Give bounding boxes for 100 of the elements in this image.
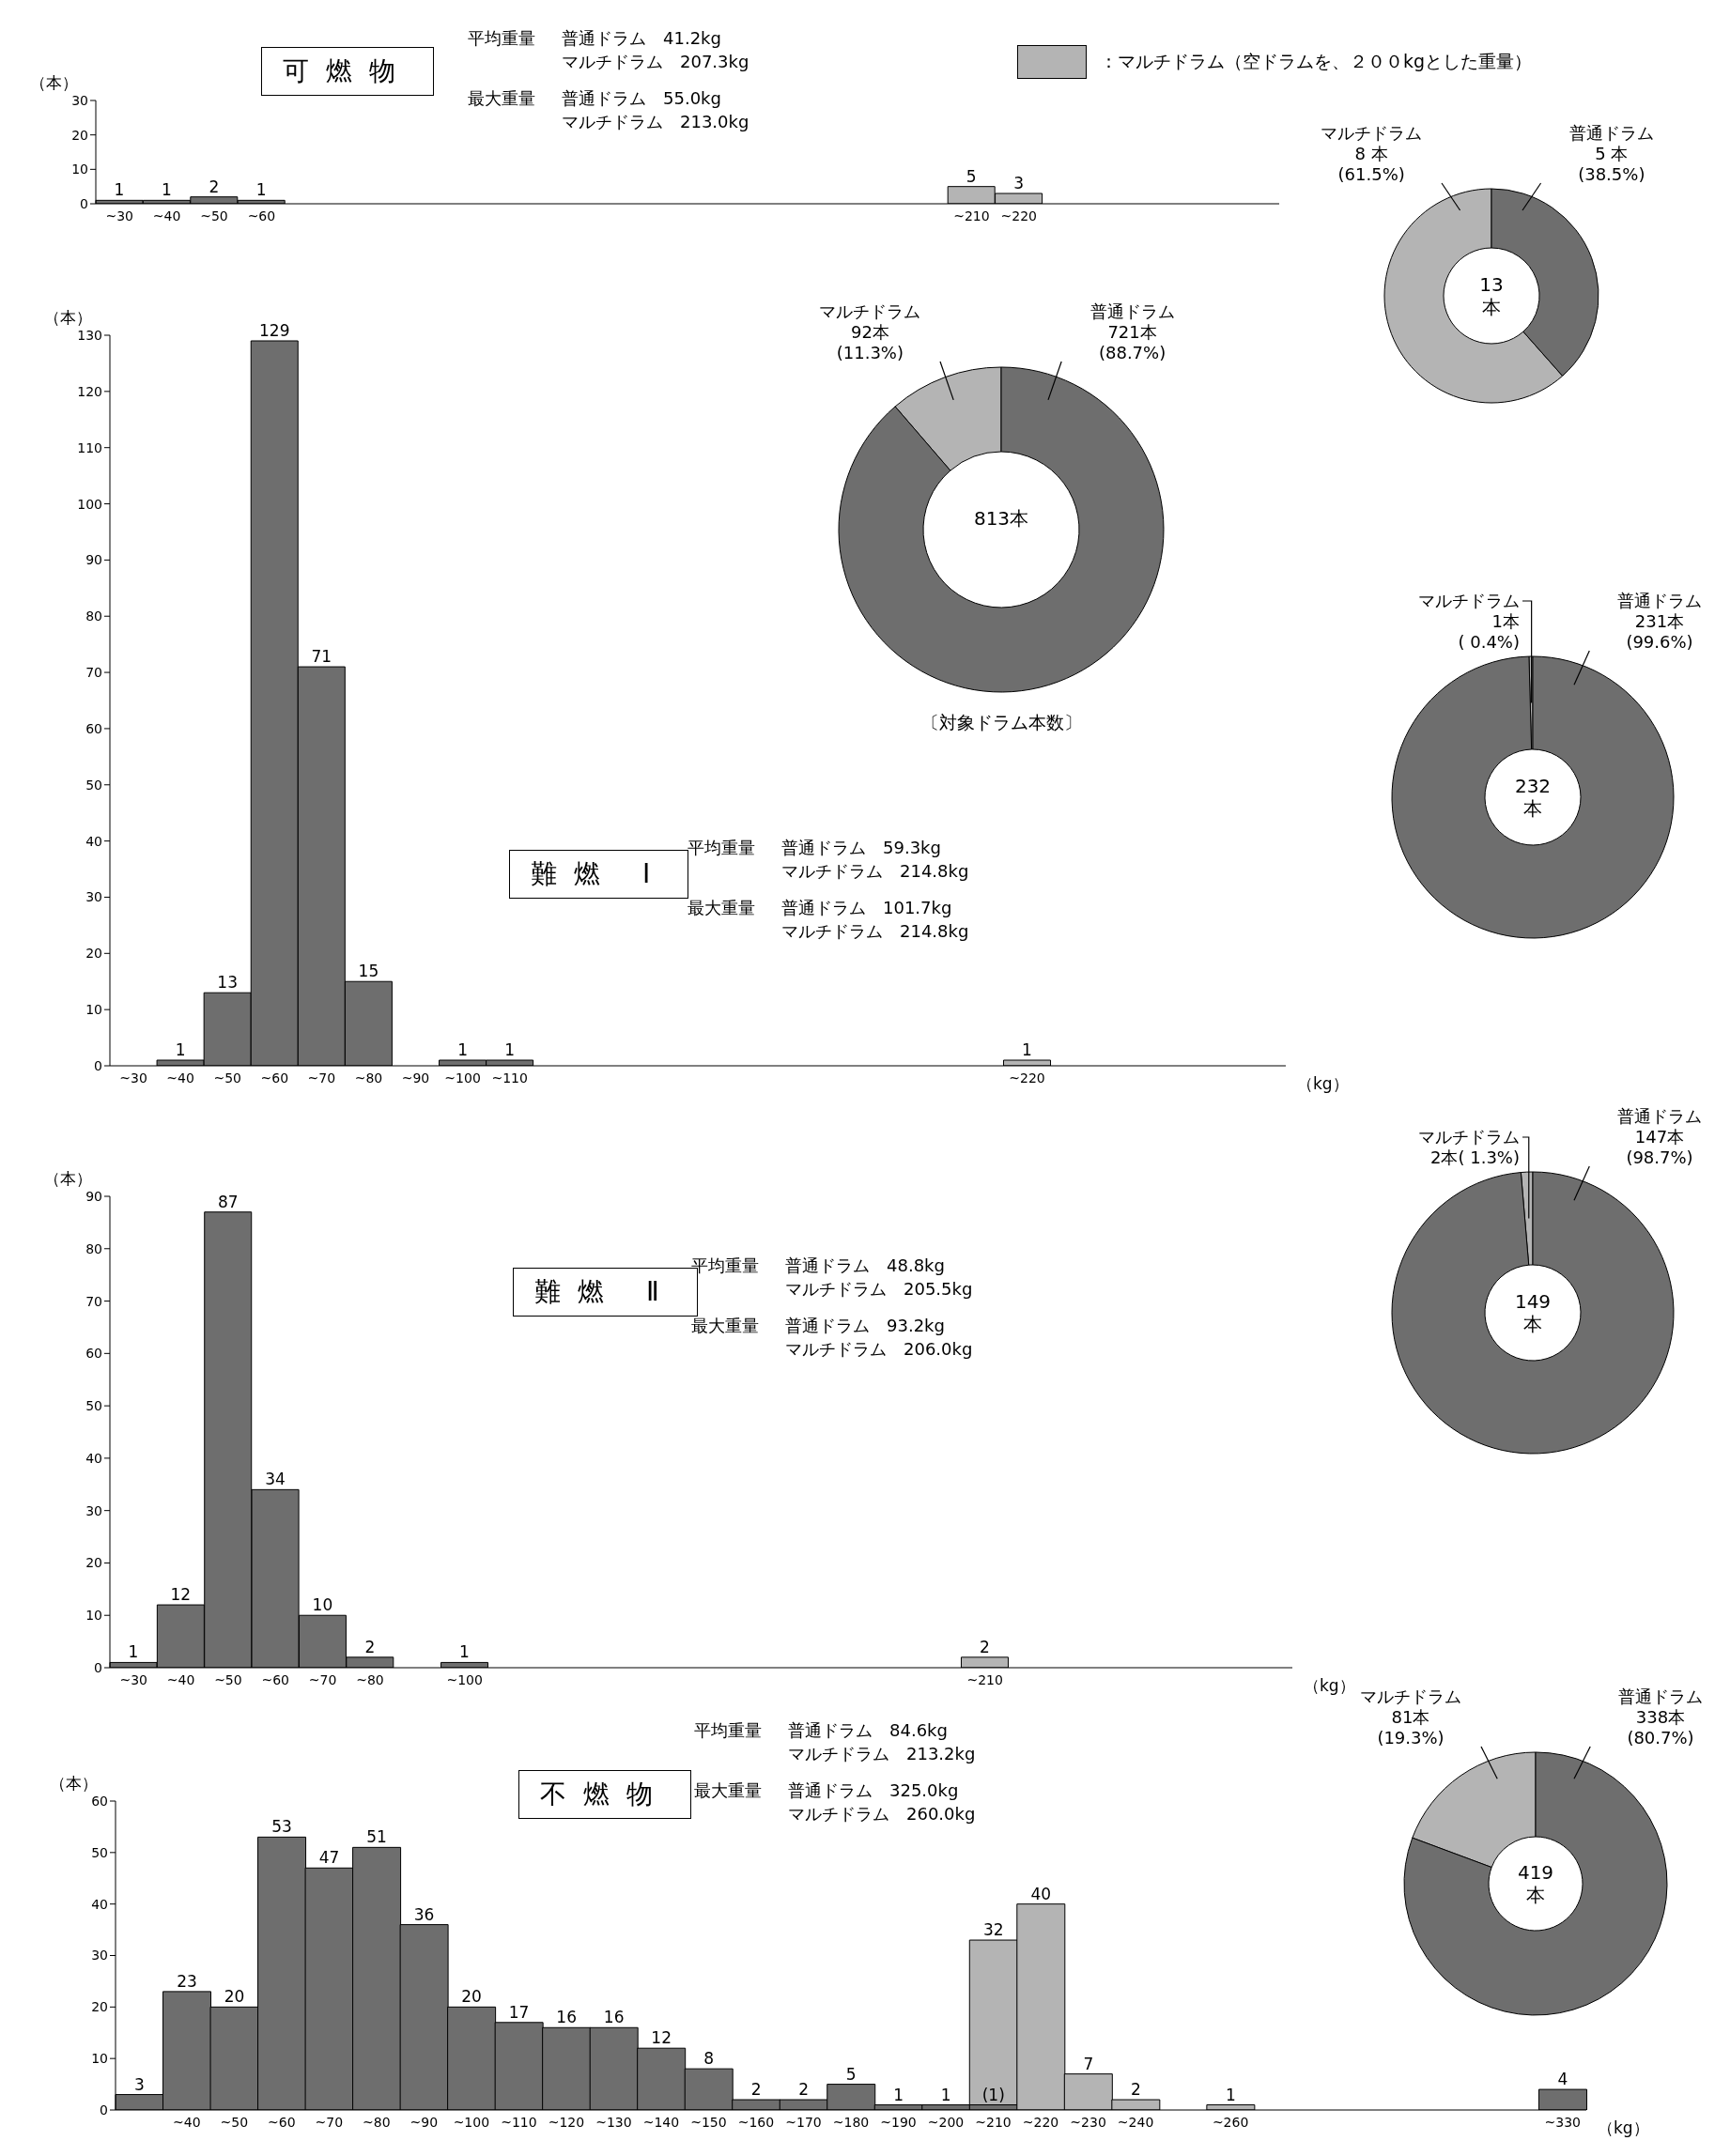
data-label: 32 (982, 1920, 1004, 1940)
x-axis-title: （kg） (1297, 1073, 1349, 1095)
legend-label: ：マルチドラム（空ドラムを、２００kgとした重量） (1100, 50, 1533, 73)
x-tick-label: ~80 (363, 2114, 391, 2130)
data-label: 2本( 1.3%) (1429, 1147, 1520, 1168)
data-label: 1 (1022, 1040, 1032, 1060)
y-tick-label: 70 (85, 665, 102, 681)
data-label: 40 (1030, 1884, 1052, 1903)
data-label: 17 (508, 2002, 530, 2022)
y-tick-label: 30 (91, 1948, 108, 1964)
annotation: 普通ドラム 59.3kg (781, 837, 942, 859)
chart-title: 可燃物 (261, 47, 434, 96)
y-tick-label: 0 (94, 1057, 102, 1073)
x-tick-label: ~230 (1070, 2114, 1106, 2130)
x-tick-label: ~100 (446, 1671, 483, 1687)
data-label: 2 (798, 2080, 810, 2100)
y-tick-label: 50 (91, 1844, 108, 1860)
x-tick-label: ~100 (444, 1070, 481, 1086)
y-tick-label: 30 (85, 889, 102, 905)
x-tick-label: ~110 (491, 1070, 528, 1086)
x-tick-label: ~180 (832, 2114, 870, 2130)
y-tick-label: 60 (85, 720, 102, 736)
y-tick-label: 0 (94, 1659, 102, 1675)
text: マルチドラム 213.2kg (788, 1743, 976, 1765)
data-label: 15 (358, 962, 379, 981)
annotation: 最大重量 (468, 87, 536, 110)
x-tick-label: ~150 (690, 2114, 727, 2130)
data-label: 1 (459, 1642, 470, 1662)
x-tick-label: ~120 (548, 2114, 585, 2130)
y-tick-label: 0 (100, 2102, 108, 2118)
data-label: 16 (603, 2008, 625, 2027)
y-tick-label: 30 (71, 92, 88, 108)
x-tick-label: ~60 (268, 2114, 296, 2130)
annotation: 〔対象ドラム本数〕 (919, 711, 1083, 734)
annotation: 最大重量 (691, 1315, 760, 1337)
slice-label: マルチドラム (1417, 1127, 1520, 1147)
data-label: 5 (845, 2064, 857, 2084)
data-label: 1本 ( 0.4%) (1457, 611, 1520, 653)
data-label: 2 (1130, 2080, 1141, 2100)
slice-label: 普通ドラム (1616, 1106, 1703, 1127)
slice-label: マルチドラム (1320, 123, 1424, 144)
x-tick-label: ~50 (214, 1671, 242, 1687)
x-tick-label: ~220 (1009, 1070, 1045, 1086)
x-axis-title: （kg） (1304, 1675, 1355, 1697)
x-tick-label: ~70 (308, 1671, 337, 1687)
x-tick-label: ~30 (105, 208, 133, 223)
text: 平均重量 (694, 1719, 763, 1742)
data-label: 7 (1083, 2054, 1094, 2073)
x-tick-label: ~330 (1544, 2114, 1581, 2130)
y-tick-label: 30 (85, 1502, 102, 1518)
x-tick-label: ~70 (315, 2114, 344, 2130)
x-tick-label: ~240 (1117, 2114, 1154, 2130)
annotation: マルチドラム 214.8kg (781, 920, 969, 943)
data-label: 47 (318, 1848, 340, 1868)
y-tick-label: 0 (80, 195, 88, 211)
data-label: 81本 (19.3%) (1376, 1707, 1445, 1748)
annotation: マルチドラム 260.0kg (788, 1803, 976, 1825)
data-label: 2 (364, 1637, 376, 1656)
data-label: 23 (177, 1971, 197, 1991)
y-tick-label: 40 (91, 1896, 108, 1912)
x-tick-label: ~260 (1212, 2114, 1249, 2130)
annotation: 普通ドラム 101.7kg (781, 897, 953, 919)
x-tick-label: ~190 (880, 2114, 917, 2130)
x-tick-label: ~60 (260, 1070, 289, 1086)
x-tick-label: ~100 (453, 2114, 490, 2130)
y-tick-label: 110 (77, 439, 102, 455)
data-label: 5 (966, 166, 977, 186)
data-label: 13 (217, 973, 238, 993)
chart-title: 不燃物 (518, 1770, 691, 1819)
text: 232 本 (1514, 775, 1552, 820)
text: 普通ドラム 41.2kg (562, 27, 722, 50)
x-tick-label: ~40 (166, 1671, 195, 1687)
y-axis-title: （本） (50, 1773, 98, 1794)
x-tick-label: ~90 (401, 1070, 430, 1086)
x-tick-label: ~90 (409, 2114, 439, 2130)
data-label: 10 (312, 1595, 333, 1615)
data-label: 1 (940, 2085, 951, 2104)
annotation: 平均重量 (691, 1255, 760, 1277)
y-tick-label: 80 (85, 608, 102, 624)
x-tick-label: ~130 (595, 2114, 632, 2130)
y-tick-label: 120 (77, 383, 102, 399)
data-label: 5 本 (38.5%) (1577, 144, 1646, 185)
data-label: 8 (703, 2049, 715, 2069)
x-tick-label: ~80 (354, 1070, 383, 1086)
annotation: 平均重量 (688, 837, 756, 859)
text: 平均重量 (468, 27, 536, 50)
x-tick-label: ~30 (119, 1671, 147, 1687)
data-label: 12 (170, 1585, 192, 1605)
data-label: 87 (217, 1192, 239, 1211)
data-label: 1 (161, 180, 172, 200)
x-axis-title: （kg） (1598, 2118, 1649, 2139)
data-label: 2 (980, 1637, 990, 1656)
x-tick-label: ~40 (166, 1070, 194, 1086)
annotation: 419 本 (1517, 1861, 1554, 1906)
data-label: 2 (209, 177, 220, 196)
x-tick-label: ~80 (356, 1671, 384, 1687)
slice-label: 普通ドラム (1568, 123, 1655, 144)
y-tick-label: 130 (77, 327, 102, 343)
data-label: 3 (134, 2074, 145, 2094)
slice-label: 普通ドラム (1617, 1686, 1704, 1707)
